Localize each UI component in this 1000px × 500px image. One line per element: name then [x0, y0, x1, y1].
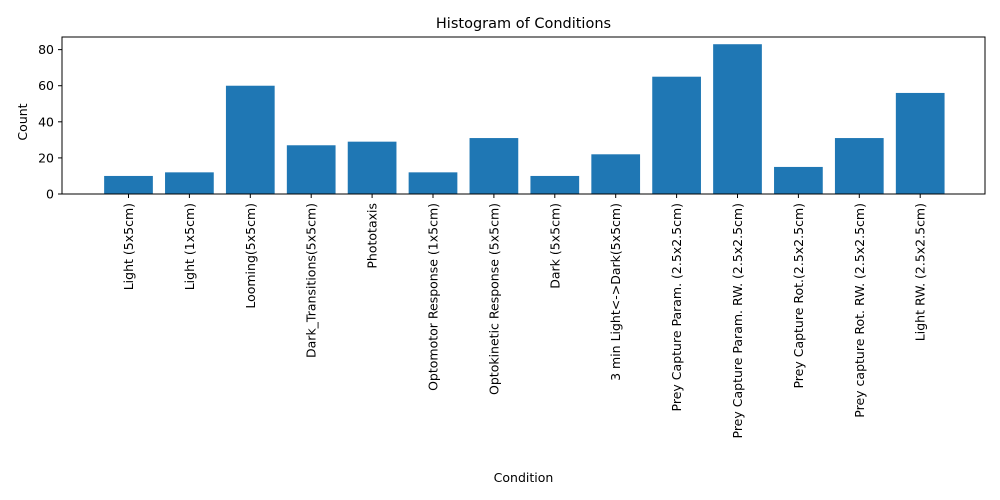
bar-optokinetic-response-5x5cm [469, 138, 519, 194]
x-tick-label-dark-transitions-5x5cm: Dark_Transitions(5x5cm) [304, 203, 319, 358]
bar-optomotor-response-1x5cm [408, 172, 458, 194]
x-tick-label-light-rw-2-5x2-5cm: Light RW. (2.5x2.5cm) [913, 203, 928, 341]
bar-light-1x5cm [165, 172, 214, 194]
x-tick-label-prey-capture-param-rw-2-5x2-5cm: Prey Capture Param. RW. (2.5x2.5cm) [730, 203, 745, 439]
bar-dark-transitions-5x5cm [286, 145, 336, 194]
x-tick-label-prey-capture-rot-2-5x2-5cm: Prey Capture Rot.(2.5x2.5cm) [791, 203, 806, 389]
x-tick-label-prey-capture-param-2-5x2-5cm: Prey Capture Param. (2.5x2.5cm) [669, 203, 684, 411]
y-tick-label: 40 [38, 114, 54, 129]
x-tick-label-optomotor-response-1x5cm: Optomotor Response (1x5cm) [426, 203, 441, 391]
x-tick-label-light-5x5cm: Light (5x5cm) [121, 203, 136, 290]
y-tick-label: 0 [46, 187, 54, 202]
bar-light-5x5cm [104, 175, 153, 194]
x-axis-label: Condition [494, 470, 554, 485]
chart-title: Histogram of Conditions [436, 16, 611, 32]
x-axis: Light (5x5cm) Light (1x5cm) Looming(5x5cm)… [121, 194, 928, 439]
bar-light-rw-2-5x2-5cm [895, 92, 945, 194]
y-tick-label: 60 [38, 78, 54, 93]
bar-looming-5x5cm [225, 85, 275, 194]
x-tick-label-3-min-light-dark-5x5cm: 3 min Light<->Dark(5x5cm) [608, 203, 623, 381]
bar-prey-capture-param-rw-2-5x2-5cm [713, 44, 762, 195]
y-axis: 0 20 40 60 80 [38, 42, 62, 202]
x-tick-label-light-1x5cm: Light (1x5cm) [182, 203, 197, 290]
bar-prey-capture-rot-2-5x2-5cm [774, 166, 823, 194]
bar-3-min-light-dark-5x5cm [591, 154, 641, 194]
bar-prey-capture-rot-rw-2-5x2-5cm [834, 138, 884, 194]
bars [104, 44, 945, 195]
y-tick-label: 80 [38, 42, 54, 57]
plot-frame [61, 36, 986, 195]
y-tick-label: 20 [38, 150, 54, 165]
x-tick-label-optokinetic-response-5x5cm: Optokinetic Response (5x5cm) [486, 203, 501, 395]
x-tick-label-dark-5x5cm: Dark (5x5cm) [547, 203, 562, 289]
bar-prey-capture-param-2-5x2-5cm [652, 76, 701, 194]
x-tick-label-prey-capture-rot-rw-2-5x2-5cm: Prey capture Rot. RW. (2.5x2.5cm) [852, 203, 867, 418]
bar-dark-5x5cm [530, 175, 580, 194]
y-axis-label: Count [15, 103, 30, 140]
bar-phototaxis [347, 141, 397, 194]
x-tick-label-phototaxis: Phototaxis [365, 203, 380, 269]
x-tick-label-looming-5x5cm: Looming(5x5cm) [243, 203, 258, 309]
